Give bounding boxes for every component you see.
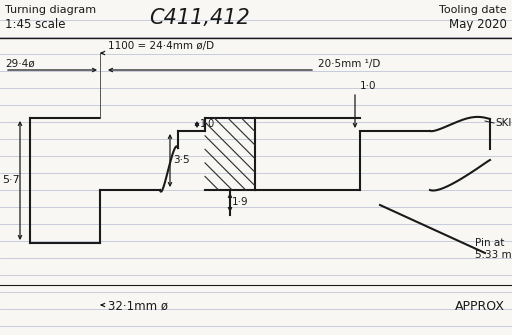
Text: 1:45 scale: 1:45 scale [5, 18, 66, 31]
Text: 29·4ø: 29·4ø [5, 59, 35, 69]
Text: 1100 = 24·4mm ø/D: 1100 = 24·4mm ø/D [108, 41, 214, 51]
Text: Pin at
5.33 mm: Pin at 5.33 mm [475, 238, 512, 260]
Text: 32·1mm ø: 32·1mm ø [108, 300, 168, 313]
Text: Turning diagram: Turning diagram [5, 5, 96, 15]
Text: 1·0: 1·0 [200, 119, 215, 129]
Text: May 2020: May 2020 [449, 18, 507, 31]
Text: 1·0: 1·0 [360, 81, 376, 91]
Text: C411,412: C411,412 [150, 8, 250, 28]
Text: 20·5mm ¹/D: 20·5mm ¹/D [318, 59, 380, 69]
Text: APPROX: APPROX [455, 300, 505, 313]
Text: SKIM: SKIM [495, 118, 512, 128]
Text: 1·9: 1·9 [232, 197, 249, 207]
Text: 5·7: 5·7 [2, 175, 20, 185]
Text: 3·5: 3·5 [173, 155, 189, 165]
Text: Tooling date: Tooling date [439, 5, 507, 15]
